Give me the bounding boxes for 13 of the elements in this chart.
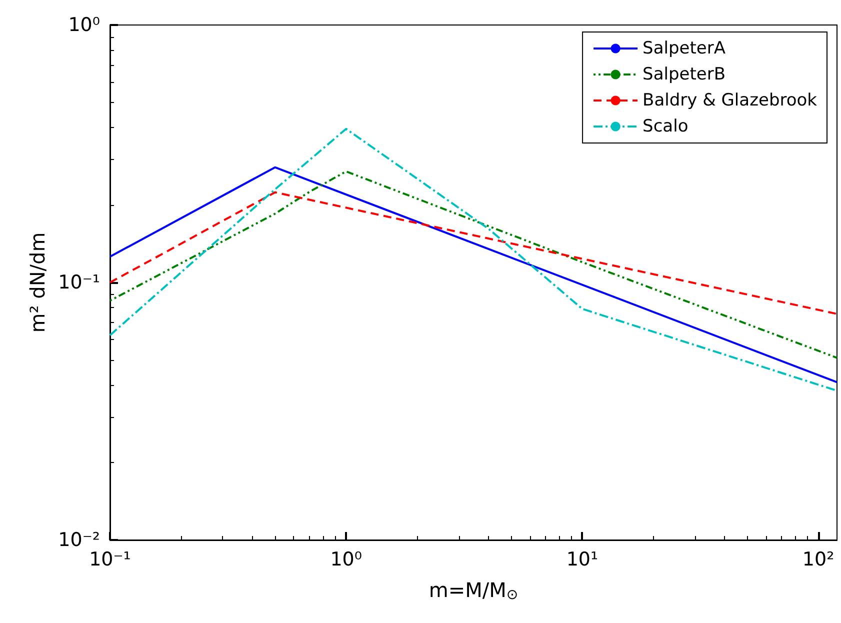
x-tick-label: 10⁻¹ [89, 548, 131, 570]
x-tick-label: 10¹ [566, 548, 598, 570]
x-tick-label: 10² [802, 548, 834, 570]
x-axis-title: m=M/M⊙ [428, 578, 518, 603]
legend-label: Baldry & Glazebrook [642, 90, 818, 110]
legend-label: SalpeterA [642, 38, 726, 58]
y-axis-title: m² dN/dm [25, 232, 50, 333]
legend-label: SalpeterB [642, 64, 726, 84]
y-tick-label: 10⁻² [58, 529, 100, 551]
y-tick-label: 10⁻¹ [58, 272, 100, 294]
y-tick-label: 10⁰ [68, 14, 100, 36]
x-tick-label: 10⁰ [330, 548, 362, 570]
legend-label: Scalo [642, 116, 688, 136]
